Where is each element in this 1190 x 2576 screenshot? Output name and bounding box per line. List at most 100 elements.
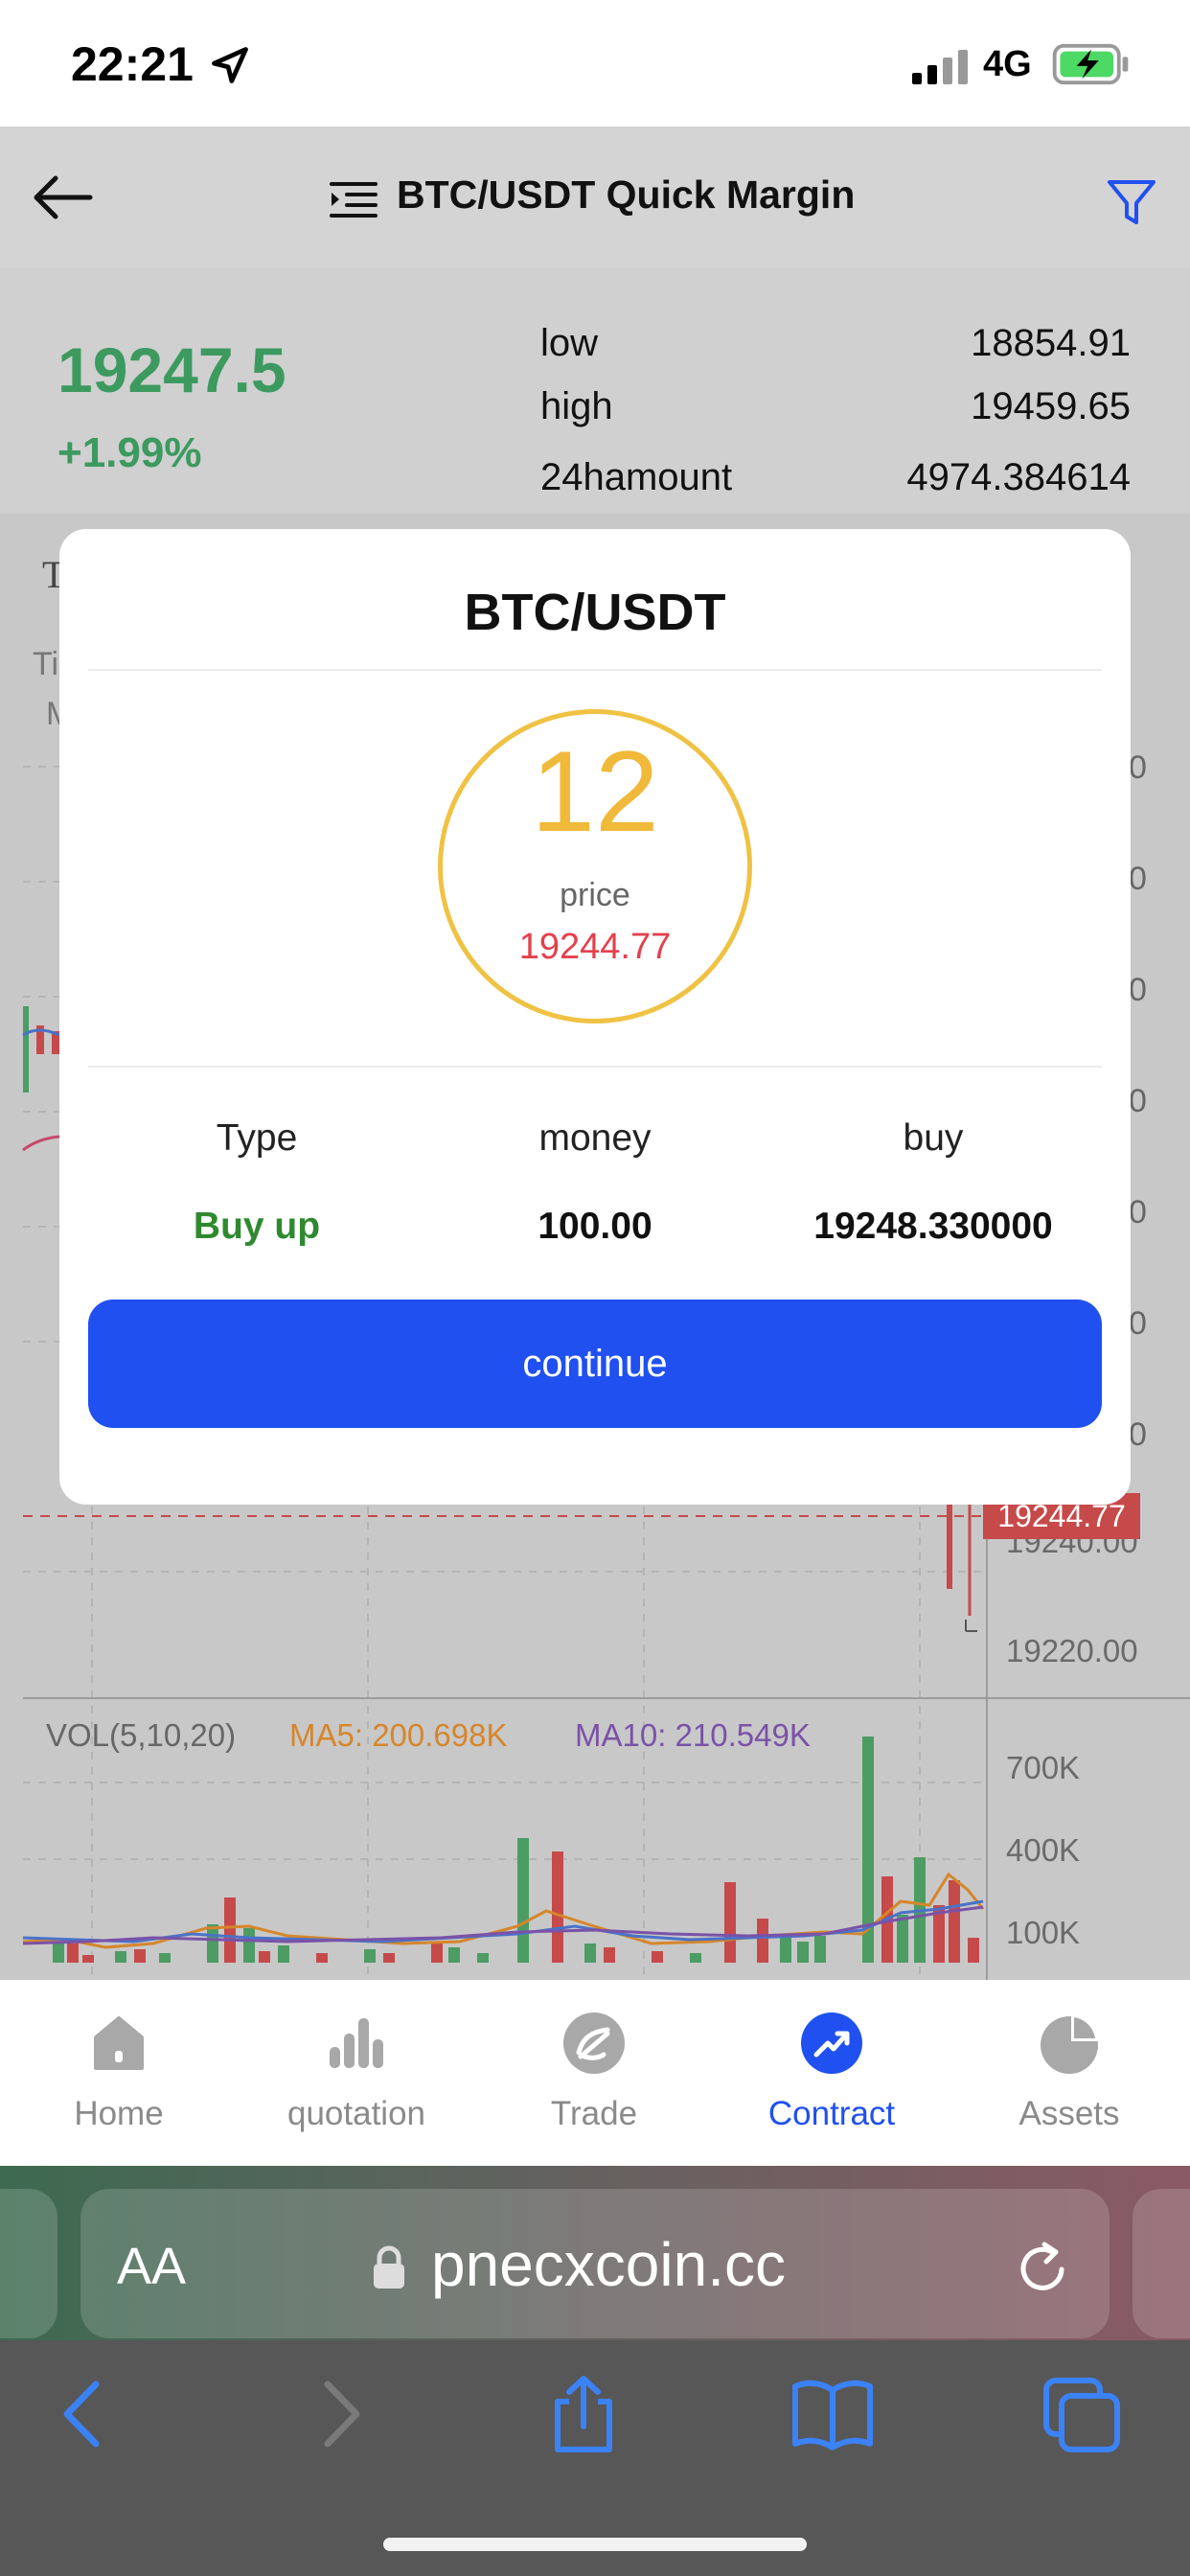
volume-bar bbox=[897, 1915, 908, 1963]
status-time: 22:21 bbox=[71, 37, 194, 91]
back-arrow-icon[interactable] bbox=[29, 171, 96, 224]
browser-chrome: AA pnecxcoin.cc bbox=[0, 2166, 1190, 2576]
volume-chart bbox=[22, 1736, 985, 1963]
bookmarks-icon[interactable] bbox=[790, 2373, 876, 2455]
volume-bar bbox=[224, 1898, 236, 1963]
volume-bar bbox=[364, 1949, 376, 1963]
order-buy-price-value: 19248.330000 bbox=[813, 1206, 1053, 1247]
filter-icon[interactable] bbox=[1104, 174, 1159, 230]
previous-tab[interactable] bbox=[0, 2189, 57, 2338]
volume-bar bbox=[53, 1940, 64, 1963]
axis-fragment: 0 bbox=[1129, 749, 1147, 786]
volume-bar bbox=[431, 1944, 443, 1963]
nav-trade[interactable]: Trade bbox=[475, 2003, 713, 2147]
volume-bar bbox=[652, 1951, 663, 1963]
volume-bar bbox=[690, 1953, 701, 1963]
volume-ma10: MA10: 210.549K bbox=[575, 1717, 811, 1753]
volume-bar bbox=[259, 1951, 270, 1963]
axis-fragment: 0 bbox=[1129, 1083, 1147, 1119]
volume-bar bbox=[517, 1838, 529, 1963]
volume-axis-label: 100K bbox=[1006, 1915, 1081, 1950]
order-type-value: Buy up bbox=[193, 1206, 321, 1247]
nav-contract[interactable]: Contract bbox=[713, 2003, 950, 2147]
share-icon[interactable] bbox=[540, 2373, 627, 2455]
volume-ma5: MA5: 200.698K bbox=[289, 1717, 508, 1753]
volume-axis-label: 400K bbox=[1006, 1832, 1081, 1868]
money-header: money bbox=[538, 1117, 652, 1159]
countdown-number: 12 bbox=[531, 727, 659, 856]
reload-icon[interactable] bbox=[1012, 2237, 1075, 2300]
divider bbox=[88, 669, 1102, 671]
app-header: BTC/USDT Quick Margin bbox=[0, 126, 1190, 268]
countdown-ring: 12 price 19244.77 bbox=[438, 709, 752, 1024]
volume-axis-label: 700K bbox=[1006, 1750, 1081, 1785]
browser-toolbar: AA pnecxcoin.cc bbox=[0, 2166, 1190, 2340]
volume-bar bbox=[67, 1944, 79, 1963]
last-price: 19247.5 bbox=[57, 334, 286, 405]
axis-fragment: 0 bbox=[1129, 1194, 1147, 1230]
volume-bar bbox=[477, 1953, 489, 1963]
countdown-price-value: 19244.77 bbox=[518, 927, 672, 967]
axis-fragment: 0 bbox=[1129, 972, 1147, 1008]
volume-bar bbox=[797, 1942, 809, 1963]
order-confirm-modal: BTC/USDT 12 price 19244.77 Type money bu… bbox=[59, 529, 1131, 1505]
battery-charging-icon bbox=[1052, 43, 1129, 85]
volume-bar bbox=[604, 1947, 615, 1963]
nav-assets[interactable]: Assets bbox=[950, 2003, 1188, 2147]
volume-bar bbox=[82, 1955, 94, 1963]
continue-button[interactable]: continue bbox=[88, 1300, 1102, 1428]
nav-label: Home bbox=[74, 2095, 164, 2132]
nav-quotation[interactable]: quotation bbox=[238, 2003, 475, 2147]
volume-bar bbox=[584, 1944, 596, 1963]
bg-text-fragment: Ti bbox=[33, 646, 59, 682]
volume-bar bbox=[724, 1882, 736, 1963]
bottom-nav: Home quotation Trade Contract Assets bbox=[0, 1980, 1190, 2166]
home-indicator bbox=[383, 2538, 807, 2551]
bar-chart-icon bbox=[330, 2018, 383, 2068]
stat-low-label: low bbox=[540, 322, 599, 364]
axis-fragment: 0 bbox=[1129, 1305, 1147, 1342]
reader-settings-button[interactable]: AA bbox=[117, 2238, 187, 2295]
browser-forward-icon[interactable] bbox=[295, 2373, 381, 2455]
volume-bar bbox=[949, 1880, 960, 1963]
location-arrow-icon bbox=[212, 47, 248, 83]
nav-label: Contract bbox=[767, 2095, 896, 2132]
volume-bar bbox=[134, 1949, 146, 1963]
axis-fragment: 0 bbox=[1129, 1416, 1147, 1453]
ticker-panel: 19247.5 +1.99% low 18854.91 high 19459.6… bbox=[0, 268, 1190, 514]
address-bar[interactable]: AA pnecxcoin.cc bbox=[80, 2189, 1110, 2338]
nav-label: quotation bbox=[286, 2095, 426, 2132]
volume-bar bbox=[933, 1905, 945, 1963]
list-menu-icon[interactable] bbox=[330, 180, 378, 218]
stat-high-label: high bbox=[540, 385, 613, 427]
volume-bar bbox=[757, 1919, 768, 1963]
price-change: +1.99% bbox=[57, 429, 202, 476]
volume-title: VOL(5,10,20) bbox=[46, 1717, 237, 1753]
stat-24h-label: 24hamount bbox=[540, 456, 733, 498]
nav-label: Assets bbox=[1018, 2095, 1120, 2132]
home-icon bbox=[94, 2016, 144, 2070]
volume-bar bbox=[159, 1953, 171, 1963]
tabs-icon[interactable] bbox=[1039, 2373, 1125, 2455]
volume-bar bbox=[814, 1936, 826, 1963]
browser-back-icon[interactable] bbox=[42, 2373, 128, 2455]
status-bar: 22:21 4G bbox=[0, 0, 1190, 126]
volume-bar bbox=[316, 1953, 328, 1963]
price-axis-label: 19220.00 bbox=[1006, 1633, 1138, 1668]
lock-icon bbox=[374, 2245, 404, 2288]
stat-24h-value: 4974.384614 bbox=[906, 456, 1131, 498]
order-money-value: 100.00 bbox=[538, 1206, 652, 1247]
nav-home[interactable]: Home bbox=[0, 2003, 238, 2147]
volume-bar bbox=[278, 1945, 289, 1963]
modal-title: BTC/USDT bbox=[464, 584, 726, 641]
volume-bar bbox=[968, 1938, 979, 1963]
type-header: Type bbox=[216, 1117, 298, 1159]
volume-bar bbox=[115, 1951, 126, 1963]
volume-bar bbox=[207, 1924, 218, 1963]
next-tab[interactable] bbox=[1133, 2189, 1190, 2338]
volume-bar bbox=[552, 1852, 563, 1963]
buy-header: buy bbox=[903, 1117, 964, 1159]
divider bbox=[88, 1066, 1102, 1068]
signal-icon bbox=[912, 50, 968, 84]
volume-bar bbox=[243, 1928, 255, 1963]
